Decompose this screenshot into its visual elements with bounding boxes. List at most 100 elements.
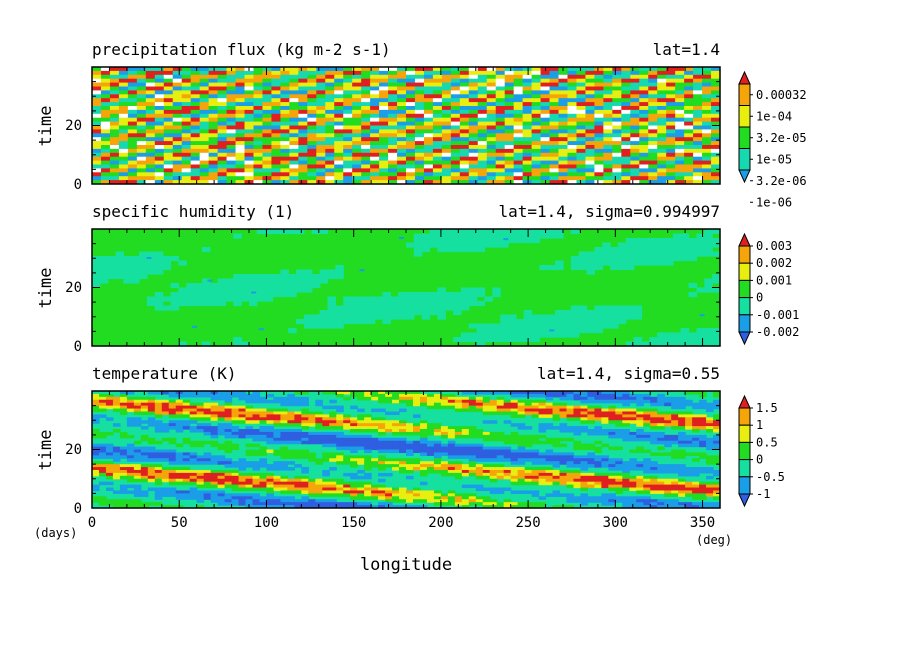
precip-cell	[414, 117, 425, 123]
temperature-cell	[98, 414, 107, 418]
temperature-cell	[503, 467, 512, 471]
precip-cell	[235, 106, 246, 111]
precip-cell	[549, 148, 560, 154]
temperature-cell	[175, 411, 184, 415]
precip-cell	[711, 141, 720, 146]
precip-cell	[127, 109, 138, 115]
temperature-cell	[371, 391, 379, 395]
humidity-cell	[570, 305, 580, 311]
precip-cell	[334, 172, 344, 177]
precip-cell	[639, 98, 649, 103]
precip-cell	[379, 67, 389, 72]
precip-cell	[244, 141, 255, 146]
precip-cell	[441, 113, 452, 119]
humidity-cell	[421, 292, 431, 298]
humidity-cell	[539, 229, 548, 235]
humidity-cell	[437, 292, 446, 298]
precip-cell	[684, 133, 694, 138]
temperature-cell	[657, 478, 665, 483]
precip-cell	[406, 113, 416, 119]
precip-cell	[388, 176, 398, 181]
precip-cell	[352, 172, 362, 177]
precip-cell	[226, 86, 237, 91]
temperature-cell	[133, 396, 142, 401]
temperature-cell	[636, 475, 644, 480]
temperature-cell	[147, 399, 156, 404]
temperature-cell	[182, 481, 191, 486]
precip-cell	[298, 94, 308, 99]
temperature-cell	[224, 449, 233, 454]
temperature-cell	[399, 420, 407, 424]
humidity-cell	[492, 238, 501, 244]
humidity-cell	[531, 337, 541, 343]
temperature-cell	[406, 443, 414, 448]
humidity-cell	[115, 269, 124, 275]
humidity-cell	[390, 301, 399, 307]
precip-cell	[459, 102, 470, 107]
precip-cell	[163, 121, 174, 127]
precip-cell	[244, 152, 255, 158]
temperature-cell	[378, 446, 386, 451]
precip-cell	[235, 67, 246, 72]
humidity-cell	[445, 292, 454, 298]
temperature-cell	[671, 405, 679, 410]
precip-cell	[181, 82, 192, 88]
precip-cell	[414, 156, 425, 162]
precip-cell	[477, 141, 488, 146]
precip-cell	[675, 141, 685, 146]
humidity-cell	[194, 287, 203, 293]
temperature-cell	[559, 423, 568, 427]
temperature-cell	[440, 399, 449, 404]
temperature-cell	[315, 423, 323, 427]
temperature-cell	[545, 393, 554, 398]
precip-cell	[567, 121, 578, 127]
temperature-cell	[489, 434, 498, 439]
precip-cell	[100, 180, 111, 184]
humidity-cell	[484, 296, 493, 302]
humidity-cell	[123, 278, 132, 284]
temperature-cell	[657, 396, 665, 401]
precip-cell	[172, 164, 183, 169]
precip-cell	[181, 156, 192, 162]
temperature-cell	[433, 469, 442, 474]
temperature-cell	[678, 443, 686, 448]
precip-cell	[558, 133, 569, 138]
temperature-cell	[294, 449, 302, 454]
temperature-cell	[196, 429, 205, 433]
precip-cell	[244, 156, 255, 162]
precip-cell	[612, 113, 622, 119]
precip-cell	[145, 113, 156, 119]
precip-cell	[298, 137, 308, 142]
temperature-cell	[433, 455, 442, 459]
temperature-cell	[105, 461, 114, 465]
precip-cell	[684, 168, 694, 173]
precip-cell	[495, 160, 506, 166]
temperature-cell	[678, 455, 686, 459]
precip-cell	[702, 156, 712, 162]
temperature-cell	[350, 405, 358, 410]
precip-cell	[675, 106, 685, 111]
precip-cell	[549, 133, 560, 138]
temperature-cell	[412, 429, 421, 433]
precip-cell	[172, 129, 183, 134]
precip-cell	[441, 137, 452, 142]
precip-cell	[594, 168, 604, 173]
temperature-cell	[168, 469, 177, 474]
precip-cell	[406, 160, 416, 166]
precip-cell	[379, 160, 389, 166]
precip-cell	[199, 160, 210, 166]
precip-cell	[666, 156, 676, 162]
temperature-cell	[650, 437, 658, 442]
temperature-cell	[147, 452, 156, 456]
humidity-cell	[672, 341, 682, 346]
temperature-cell	[126, 449, 135, 454]
humidity-cell	[547, 233, 556, 239]
precip-cell	[406, 90, 416, 95]
precip-cell	[594, 74, 604, 80]
precip-cell	[702, 137, 712, 142]
humidity-cell	[563, 332, 572, 338]
precip-cell	[549, 164, 560, 169]
temperature-cell	[196, 481, 205, 486]
humidity-cell	[539, 328, 548, 334]
precip-cell	[477, 121, 488, 127]
